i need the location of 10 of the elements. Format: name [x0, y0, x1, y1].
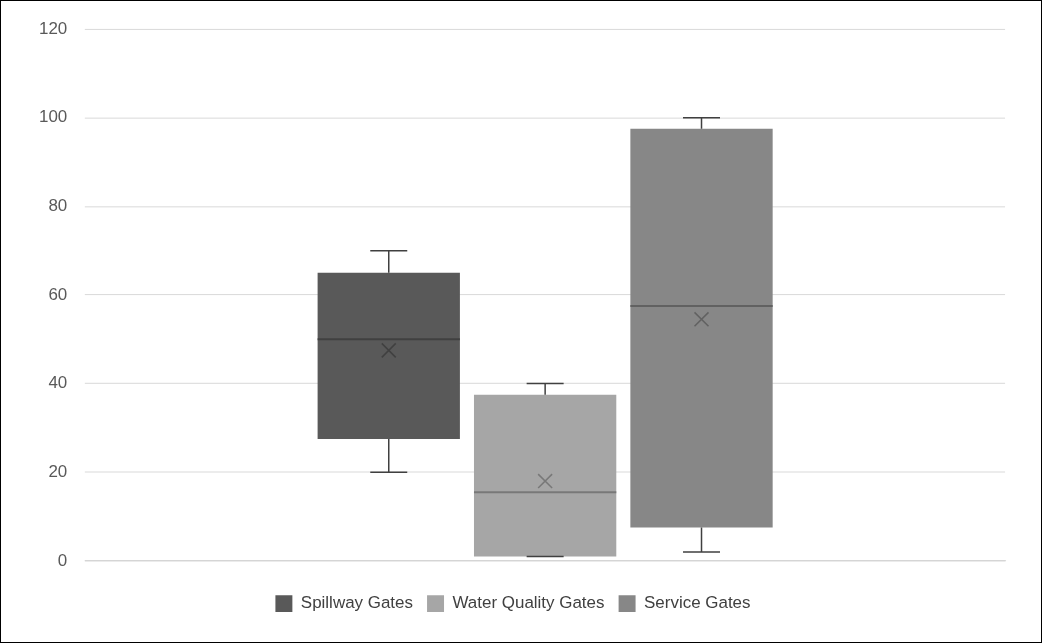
y-tick-label: 20: [48, 461, 68, 481]
legend-label: Water Quality Gates: [452, 593, 605, 613]
y-tick-label: 120: [38, 18, 68, 38]
legend-label: Spillway Gates: [300, 593, 413, 613]
y-tick-label: 40: [48, 373, 68, 393]
y-tick-label: 100: [38, 107, 68, 127]
y-tick-label: 80: [48, 196, 68, 216]
y-tick-label: 60: [48, 284, 68, 304]
legend-label: Service Gates: [644, 593, 751, 613]
y-tick-label: 0: [57, 550, 68, 570]
